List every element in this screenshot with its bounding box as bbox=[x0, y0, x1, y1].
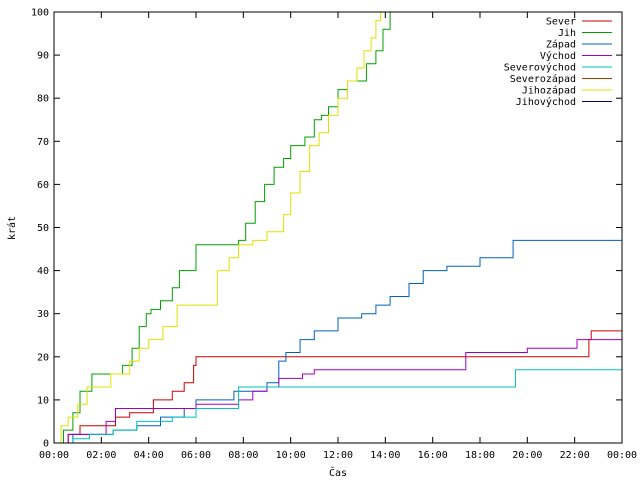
legend-label: Západ bbox=[546, 39, 576, 51]
series-line-1 bbox=[54, 12, 391, 444]
y-tick-label: 40 bbox=[37, 266, 49, 277]
x-tick-label: 08:00 bbox=[228, 450, 258, 461]
legend-label: Jihovýchod bbox=[516, 96, 576, 108]
y-tick-label: 90 bbox=[37, 51, 49, 62]
legend-label: Severovýchod bbox=[504, 62, 576, 74]
x-tick-label: 04:00 bbox=[134, 450, 164, 461]
y-tick-label: 20 bbox=[37, 352, 49, 363]
y-tick-label: 10 bbox=[37, 395, 49, 406]
y-tick-label: 50 bbox=[37, 223, 49, 234]
x-tick-label: 20:00 bbox=[512, 450, 542, 461]
ticks-layer: 00:00 02:00 04:00 06:00 08:00 10:00 12:00 14:00… bbox=[31, 8, 637, 462]
x-tick-label: 12:00 bbox=[323, 450, 353, 461]
legend-label: Jihozápad bbox=[522, 85, 576, 97]
y-tick-label: 0 bbox=[43, 439, 49, 450]
x-tick-label: 02:00 bbox=[86, 450, 116, 461]
y-tick-label: 30 bbox=[37, 309, 49, 320]
legend: SeverJihZápadVýchodSeverovýchodSeverozáp… bbox=[504, 17, 612, 108]
x-tick-label: 18:00 bbox=[465, 450, 495, 461]
y-tick-label: 70 bbox=[37, 137, 49, 148]
y-axis-label: krát bbox=[6, 216, 18, 240]
x-tick-label: 14:00 bbox=[370, 450, 400, 461]
y-tick-label: 60 bbox=[37, 180, 49, 191]
x-axis-label: Čas bbox=[329, 466, 347, 479]
series-line-2 bbox=[54, 239, 622, 444]
x-tick-label: 10:00 bbox=[276, 450, 306, 461]
legend-label: Sever bbox=[546, 17, 576, 28]
y-tick-label: 100 bbox=[31, 8, 49, 19]
legend-label: Severozápad bbox=[510, 73, 576, 85]
x-tick-label: 06:00 bbox=[181, 450, 211, 461]
series-line-4 bbox=[54, 369, 622, 444]
legend-label: Východ bbox=[540, 50, 576, 62]
x-tick-label: 22:00 bbox=[560, 450, 590, 461]
legend-label: Jih bbox=[558, 28, 576, 39]
x-tick-label: 16:00 bbox=[418, 450, 448, 461]
series-line-6 bbox=[54, 12, 382, 444]
y-tick-label: 80 bbox=[37, 94, 49, 105]
x-tick-label: 00:00 bbox=[39, 450, 69, 461]
x-tick-label: 00:00 bbox=[607, 450, 637, 461]
